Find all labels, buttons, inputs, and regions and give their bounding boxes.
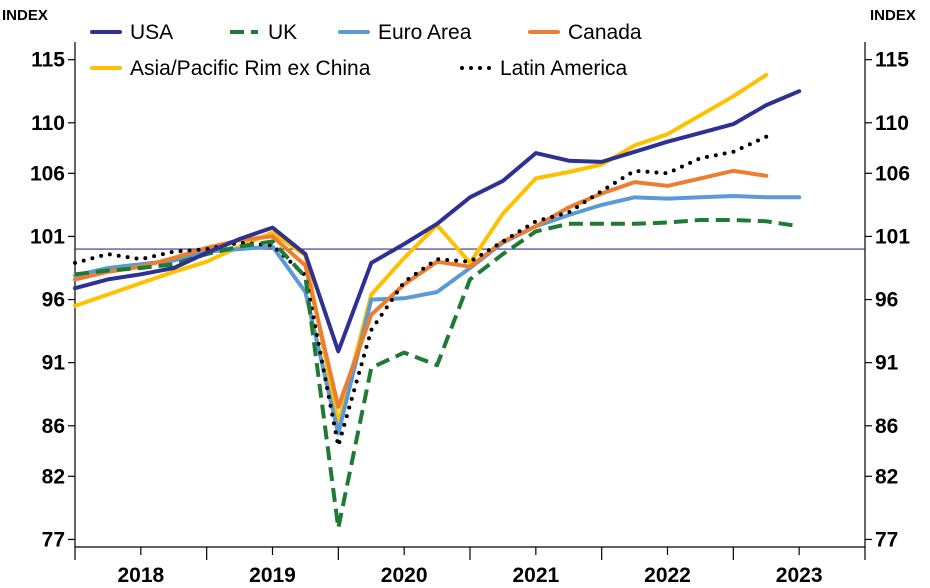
y-unit-label-left: INDEX (2, 7, 48, 24)
y-tick-label-right: 96 (875, 289, 898, 312)
y-tick-label-right: 82 (875, 465, 898, 488)
y-tick-label-left: 115 (31, 49, 65, 72)
series-line-euro-area (73, 194, 802, 436)
legend-label-euro-area: Euro Area (378, 21, 472, 44)
y-tick-label-left: 96 (42, 289, 65, 312)
x-tick-label: 2023 (776, 564, 823, 587)
y-tick-label-left: 82 (42, 465, 65, 488)
legend: USA UK Euro Area Canada Asia/Pacific Rim ex … (90, 21, 642, 80)
y-tick-label-right: 110 (875, 112, 909, 135)
series-line-asia-pacific-rim-ex-china (73, 72, 769, 426)
series-line-uk (74, 218, 800, 531)
y-tick-label-left: 110 (31, 112, 65, 135)
legend-label-uk: UK (268, 21, 297, 44)
axes: 115 115 110 110 106 106 101 101 96 96 91 91 86 86 82 82… (2, 7, 916, 587)
y-tick-label-left: 101 (30, 225, 65, 248)
series-line-latin-america (73, 134, 769, 448)
series-line-canada (73, 168, 769, 409)
y-tick-label-right: 77 (875, 528, 898, 551)
legend-label-usa: USA (130, 21, 173, 44)
y-unit-label-right: INDEX (870, 7, 916, 24)
y-tick-label-right: 101 (875, 225, 910, 248)
y-tick-label-right: 91 (875, 352, 899, 375)
y-tick-label-left: 106 (30, 162, 65, 185)
y-tick-label-left: 77 (42, 528, 65, 551)
legend-label-asia-pacific-rim-ex-china: Asia/Pacific Rim ex China (130, 57, 371, 80)
legend-label-canada: Canada (568, 21, 642, 44)
x-tick-label: 2022 (644, 564, 691, 587)
y-tick-label-right: 115 (875, 49, 909, 72)
x-tick-label: 2018 (117, 564, 164, 587)
y-tick-label-right: 86 (875, 415, 898, 438)
x-tick-label: 2020 (381, 564, 428, 587)
series-lines (73, 72, 802, 531)
legend-label-latin-america: Latin America (500, 57, 628, 80)
y-tick-label-right: 106 (875, 162, 910, 185)
series-line-usa (73, 89, 802, 354)
y-tick-label-left: 91 (42, 352, 66, 375)
y-tick-label-left: 86 (42, 415, 65, 438)
x-tick-label: 2021 (512, 564, 559, 587)
x-tick-label: 2019 (249, 564, 296, 587)
